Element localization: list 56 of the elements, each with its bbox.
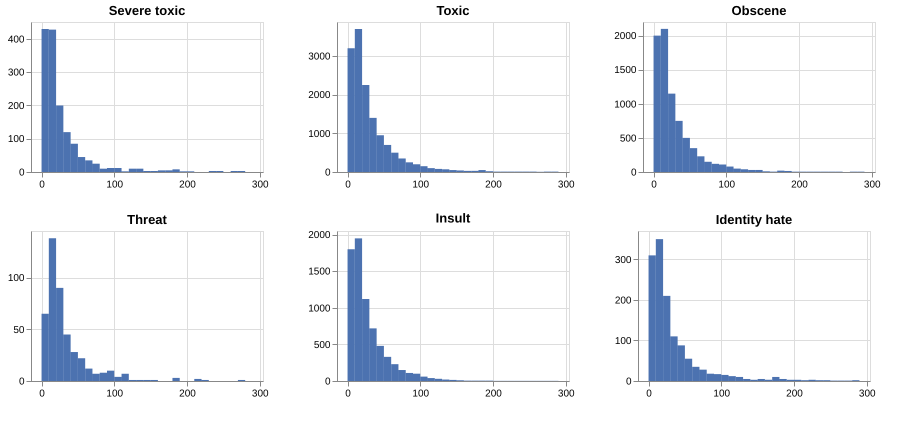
y-tick-label: 1000 bbox=[308, 303, 331, 314]
x-tick-label: 100 bbox=[106, 388, 124, 400]
y-tick-label: 200 bbox=[8, 100, 25, 112]
x-tick-label: 100 bbox=[412, 180, 430, 190]
y-tick-label: 0 bbox=[18, 376, 25, 388]
y-tick-label: 100 bbox=[614, 336, 632, 347]
x-tick-label: 0 bbox=[345, 180, 352, 190]
y-tick-label: 100 bbox=[8, 273, 25, 284]
x-tick-label: 200 bbox=[485, 180, 502, 190]
x-tick-label: 300 bbox=[558, 180, 576, 190]
x-tick-label: 100 bbox=[106, 180, 124, 190]
y-tick-label: 0 bbox=[630, 168, 637, 178]
x-tick-label: 200 bbox=[786, 388, 804, 400]
chart-title: Threat bbox=[127, 212, 168, 227]
y-tick-label: 300 bbox=[8, 68, 25, 79]
y-tick-label: 50 bbox=[13, 324, 25, 336]
x-tick-label: 300 bbox=[864, 180, 882, 190]
x-tick-label: 0 bbox=[39, 180, 46, 190]
y-tick-label: 300 bbox=[614, 254, 632, 266]
x-tick-label: 300 bbox=[252, 180, 270, 190]
y-tick-label: 2000 bbox=[308, 90, 331, 102]
x-tick-label: 0 bbox=[651, 180, 658, 190]
y-tick-label: 500 bbox=[620, 133, 637, 144]
y-tick-label: 1500 bbox=[308, 266, 331, 278]
chart-title: Obscene bbox=[732, 3, 786, 18]
x-tick-label: 200 bbox=[485, 388, 502, 400]
y-tick-label: 1500 bbox=[614, 65, 637, 76]
chart-title: Toxic bbox=[436, 3, 470, 18]
y-tick-label: 0 bbox=[324, 376, 331, 388]
y-tick-label: 0 bbox=[626, 376, 632, 388]
y-tick-label: 500 bbox=[314, 340, 331, 351]
y-tick-label: 1000 bbox=[614, 99, 637, 110]
x-tick-label: 0 bbox=[345, 388, 352, 400]
x-tick-label: 100 bbox=[412, 388, 430, 400]
x-tick-label: 300 bbox=[858, 388, 876, 400]
y-tick-label: 0 bbox=[324, 168, 331, 178]
y-tick-label: 400 bbox=[8, 34, 25, 46]
x-tick-label: 300 bbox=[558, 388, 576, 400]
x-tick-label: 100 bbox=[713, 388, 731, 400]
y-tick-label: 2000 bbox=[614, 31, 637, 42]
y-tick-label: 200 bbox=[614, 295, 632, 306]
y-tick-label: 1000 bbox=[308, 128, 331, 140]
y-tick-label: 0 bbox=[18, 168, 25, 178]
chart-title: Identity hate bbox=[716, 212, 792, 227]
x-tick-label: 100 bbox=[718, 180, 736, 190]
x-tick-label: 300 bbox=[252, 388, 270, 400]
x-tick-label: 200 bbox=[179, 388, 196, 400]
x-tick-label: 0 bbox=[646, 388, 652, 400]
chart-title: Severe toxic bbox=[108, 3, 186, 18]
x-tick-label: 200 bbox=[791, 180, 808, 190]
x-tick-label: 0 bbox=[39, 388, 46, 400]
y-tick-label: 2000 bbox=[308, 230, 331, 242]
x-tick-label: 200 bbox=[179, 180, 196, 190]
y-tick-label: 100 bbox=[8, 134, 25, 146]
chart-title: Insult bbox=[436, 210, 471, 226]
y-tick-label: 3000 bbox=[308, 52, 331, 63]
